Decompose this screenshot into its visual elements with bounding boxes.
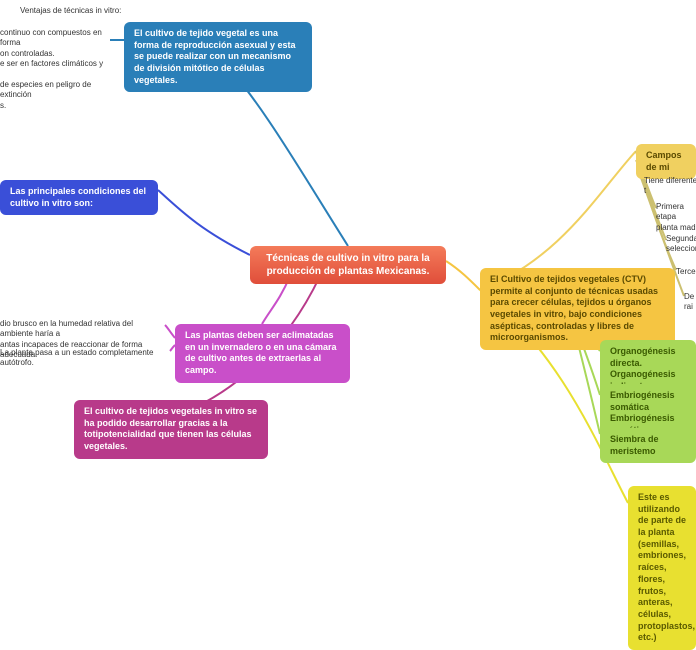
node-condiciones[interactable]: Las principales condiciones del cultivo …: [0, 180, 158, 215]
central-topic[interactable]: Técnicas de cultivo in vitro para la pro…: [250, 246, 446, 284]
text-autotrofo: La planta pasa a un estado completamente…: [0, 348, 170, 369]
text-ventajas_title: Ventajas de técnicas in vitro:: [20, 6, 140, 16]
text-ventajas_body: continuo con compuestos en forma on cont…: [0, 28, 110, 111]
node-campos[interactable]: Campos de mi: [636, 144, 696, 179]
node-meristemos[interactable]: Siembra de meristemo: [600, 428, 696, 463]
text-tercera: Terce: [676, 267, 696, 277]
text-primera_etapa: Primera etapa planta madre.: [656, 202, 696, 233]
node-def_ctv[interactable]: El Cultivo de tejidos vegetales (CTV) pe…: [480, 268, 675, 350]
text-de_rai: De rai: [684, 292, 696, 313]
node-utilizando[interactable]: Este es utilizando de parte de la planta…: [628, 486, 696, 650]
node-def_asexual[interactable]: El cultivo de tejido vegetal es una form…: [124, 22, 312, 92]
central-topic-text: Técnicas de cultivo in vitro para la pro…: [266, 253, 429, 277]
node-aclimatadas[interactable]: Las plantas deben ser aclimatadas en un …: [175, 324, 350, 383]
text-segunda_etapa: Segunda e seleccion: [666, 234, 696, 255]
text-tiene_diferentes: Tiene diferentes t: [644, 176, 696, 197]
node-totipotencia[interactable]: El cultivo de tejidos vegetales in vitro…: [74, 400, 268, 459]
